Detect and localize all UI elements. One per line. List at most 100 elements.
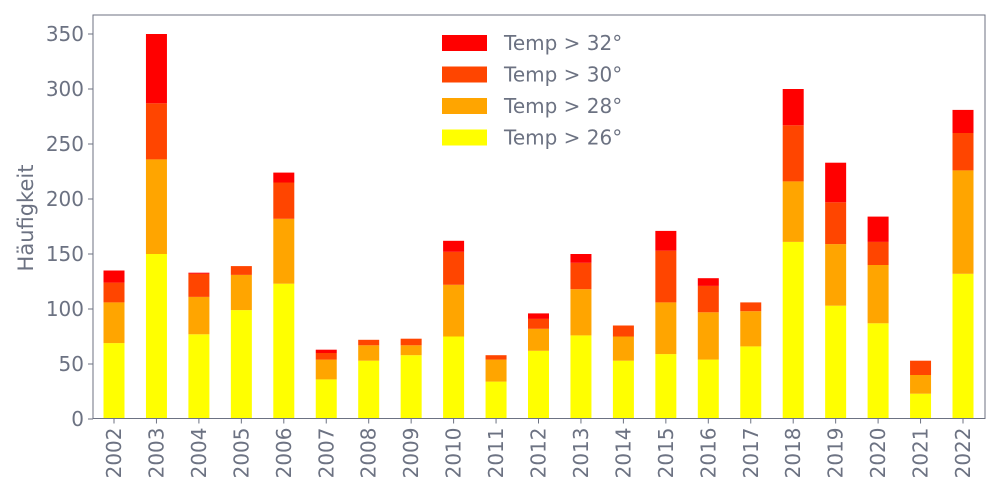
bar-segment-2018-series-3 (782, 89, 804, 126)
bar-segment-2010-series-3 (443, 240, 465, 252)
bar-segment-2014-series-1 (612, 336, 634, 361)
y-tick-label: 300 (46, 77, 84, 101)
bar-segment-2013-series-2 (570, 262, 592, 290)
bar-segment-2022-series-1 (952, 170, 974, 274)
bar-segment-2011-series-2 (485, 355, 507, 360)
x-tick-label: 2014 (611, 428, 635, 479)
legend-label: Temp > 32° (503, 31, 622, 55)
bar-segment-2022-series-2 (952, 133, 974, 171)
bar-segment-2006-series-0 (273, 283, 295, 419)
x-tick-label: 2004 (187, 428, 211, 479)
bar-segment-2006-series-3 (273, 172, 295, 183)
legend-label: Temp > 28° (503, 94, 622, 118)
bar-segment-2022-series-3 (952, 109, 974, 133)
bar-segment-2009-series-2 (400, 338, 422, 346)
legend: Temp > 32° Temp > 30° Temp > 28° Temp > 26° (442, 31, 622, 150)
bar-segment-2016-series-3 (697, 278, 719, 286)
bar-segment-2022-series-0 (952, 273, 974, 419)
bar-segment-2003-series-3 (145, 34, 167, 104)
bar-segment-2003-series-2 (145, 103, 167, 160)
bar-segment-2014-series-2 (612, 325, 634, 337)
bar-segment-2015-series-3 (655, 230, 677, 251)
bar-segment-2007-series-3 (315, 349, 337, 353)
bar-segment-2002-series-2 (103, 282, 125, 303)
x-tick-label: 2018 (781, 428, 805, 479)
bar-segment-2010-series-0 (443, 336, 465, 419)
y-axis-label: Häufigkeit (14, 165, 38, 272)
bar-segment-2002-series-1 (103, 302, 125, 344)
bar-segment-2019-series-2 (825, 202, 847, 245)
y-tick-label: 150 (46, 242, 84, 266)
bar-segment-2012-series-3 (528, 313, 549, 319)
bar-segment-2015-series-1 (655, 302, 677, 355)
y-tick-label: 0 (71, 407, 84, 431)
bar-segment-2012-series-0 (528, 350, 549, 419)
x-tick-label: 2007 (314, 428, 338, 479)
bar-segment-2020-series-3 (867, 216, 889, 242)
y-tick-label: 350 (46, 22, 84, 46)
bar-segment-2015-series-0 (655, 354, 677, 419)
bar-segment-2021-series-0 (910, 393, 932, 419)
legend-swatch (442, 98, 487, 114)
x-tick-label: 2019 (824, 428, 848, 479)
x-tick-label: 2021 (909, 428, 933, 479)
bar-segment-2017-series-1 (740, 311, 762, 347)
bar-segment-2020-series-0 (867, 323, 889, 419)
bar-segment-2021-series-1 (910, 375, 932, 394)
bar-segment-2017-series-0 (740, 346, 762, 419)
axes-layer: 2002 2003 2004 2005 2006 2007 2008 2009 2010 2011… (46, 14, 986, 479)
x-tick-label: 2002 (102, 428, 126, 479)
bar-segment-2011-series-0 (485, 381, 507, 419)
bar-segment-2018-series-0 (782, 241, 804, 419)
bar-segment-2013-series-0 (570, 335, 592, 419)
plot-frame (92, 14, 986, 419)
bar-segment-2005-series-2 (230, 266, 252, 275)
legend-label: Temp > 30° (503, 63, 622, 87)
bars-layer (103, 34, 974, 419)
x-tick-label: 2003 (144, 428, 168, 479)
x-tick-label: 2005 (229, 428, 253, 479)
bar-segment-2018-series-1 (782, 181, 804, 242)
y-tick-label: 250 (46, 132, 84, 156)
x-tick-label: 2020 (866, 428, 890, 479)
bar-segment-2021-series-2 (910, 360, 932, 375)
bar-segment-2010-series-1 (443, 284, 465, 337)
bar-segment-2008-series-0 (358, 360, 380, 419)
bar-segment-2012-series-1 (528, 328, 549, 351)
x-tick-label: 2022 (951, 428, 975, 479)
bar-segment-2008-series-2 (358, 339, 380, 346)
x-tick-label: 2015 (654, 428, 678, 479)
x-tick-label: 2010 (442, 428, 466, 479)
bar-segment-2020-series-1 (867, 265, 889, 324)
bar-segment-2019-series-3 (825, 162, 847, 203)
legend-swatch (442, 35, 487, 51)
bar-segment-2014-series-0 (612, 360, 634, 419)
bar-segment-2013-series-3 (570, 254, 592, 263)
x-tick-label: 2016 (696, 428, 720, 479)
bar-segment-2002-series-0 (103, 343, 125, 419)
x-tick-label: 2011 (484, 428, 508, 479)
bar-segment-2009-series-0 (400, 355, 422, 419)
bar-segment-2012-series-2 (528, 318, 549, 329)
x-tick-label: 2009 (399, 428, 423, 479)
bar-segment-2017-series-2 (740, 302, 762, 312)
legend-swatch (442, 66, 487, 83)
bar-segment-2011-series-1 (485, 359, 507, 382)
bar-segment-2004-series-2 (188, 273, 210, 297)
bar-segment-2006-series-1 (273, 218, 295, 284)
legend-label: Temp > 26° (503, 126, 622, 150)
bar-segment-2002-series-3 (103, 270, 125, 283)
bar-segment-2016-series-0 (697, 359, 719, 419)
bar-segment-2010-series-2 (443, 251, 465, 285)
legend-swatch (442, 129, 487, 146)
bar-segment-2003-series-1 (145, 159, 167, 254)
x-tick-label: 2008 (357, 428, 381, 479)
bar-segment-2020-series-2 (867, 241, 889, 265)
x-tick-label: 2012 (527, 428, 551, 479)
bar-segment-2013-series-1 (570, 289, 592, 336)
bar-segment-2008-series-1 (358, 345, 380, 361)
x-tick-label: 2017 (739, 428, 763, 479)
y-tick-label: 50 (59, 352, 84, 376)
bar-segment-2016-series-2 (697, 285, 719, 313)
